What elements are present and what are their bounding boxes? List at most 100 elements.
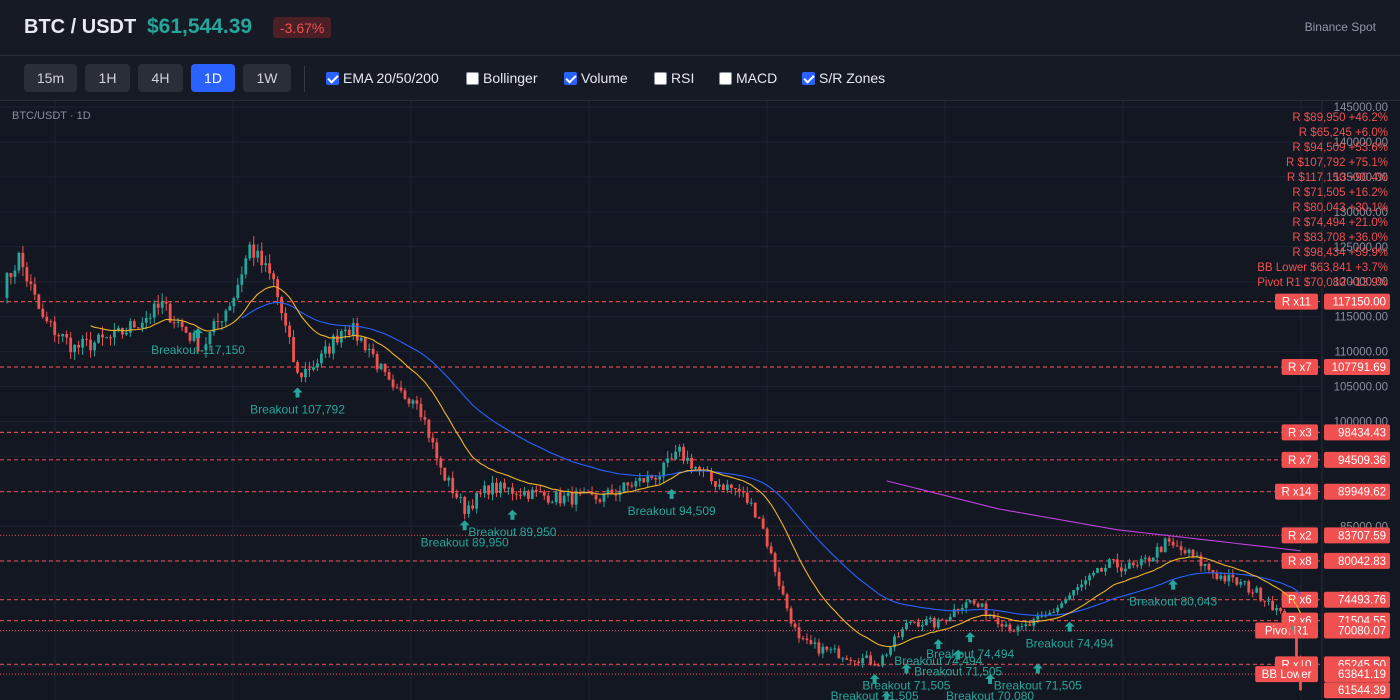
checkbox-icon[interactable] (564, 72, 577, 85)
candle-body (570, 492, 574, 505)
candle-body (897, 636, 900, 638)
checkbox-icon[interactable] (466, 72, 479, 85)
candle-body (431, 437, 435, 443)
candle-body (320, 353, 323, 364)
candle-body (1123, 568, 1127, 572)
breakout-arrow-icon (1064, 621, 1075, 632)
candle-body (351, 323, 355, 336)
timeframe-1w-button[interactable]: 1W (243, 64, 291, 92)
candle-body (264, 263, 268, 266)
candle-body (980, 603, 984, 607)
candle-body (471, 505, 475, 509)
price-axis-tick: 130000.00 (1334, 207, 1388, 219)
alert-list-item: R $65,245 +6.0% (1299, 127, 1388, 139)
sr-level-tag (1281, 424, 1318, 441)
candle-body (769, 546, 773, 554)
candle-body (1155, 547, 1159, 558)
toggle-bollinger[interactable]: Bollinger (466, 70, 537, 88)
candle-body (387, 372, 391, 380)
breakout-arrow-icon (459, 520, 470, 531)
timeframe-1d-button[interactable]: 1D (191, 64, 235, 92)
candle-body (797, 627, 801, 639)
candle-body (29, 281, 33, 285)
candle-body (602, 493, 606, 502)
candle-body (594, 494, 598, 500)
candle-body (244, 258, 248, 275)
candle-body (574, 493, 578, 505)
candle-body (1231, 574, 1235, 578)
breakout-arrow-icon (869, 674, 880, 685)
checkbox-icon[interactable] (654, 72, 667, 85)
candle-body (1255, 587, 1259, 593)
toggle-volume[interactable]: Volume (564, 70, 628, 88)
toggle-sr-zones[interactable]: S/R Zones (802, 70, 885, 88)
candle-body (1267, 600, 1271, 602)
price-axis-tick: 135000.00 (1334, 172, 1388, 184)
candle-body (327, 346, 331, 354)
price-chart[interactable]: R x11 R x7 R x3 R x7 R x14 R x2 R x8 R x6 R x6 Pi… (0, 101, 1400, 700)
candle-body (1275, 607, 1278, 611)
toggle-macd[interactable]: MACD (719, 70, 777, 88)
price-axis-tick: 105000.00 (1334, 382, 1388, 394)
checkbox-icon[interactable] (802, 72, 815, 85)
breakout-arrow-icon (507, 509, 518, 520)
candle-body (1028, 624, 1032, 626)
candle-body (773, 553, 777, 572)
breakout-label: Breakout 117,150 (151, 343, 245, 357)
candle-body (1112, 559, 1115, 561)
toggle-ema[interactable]: EMA 20/50/200 (326, 70, 439, 88)
candle-body (801, 638, 805, 640)
candle-body (236, 284, 240, 299)
candle-body (614, 494, 618, 496)
breakout-label: Breakout 74,494 (926, 647, 1014, 661)
candle-body (1104, 567, 1107, 572)
candle-body (817, 642, 821, 654)
candle-body (200, 350, 204, 352)
candle-body (323, 346, 327, 354)
candle-body (1227, 574, 1231, 582)
candle-body (1100, 568, 1103, 572)
checkbox-icon[interactable] (326, 72, 339, 85)
candle-body (873, 663, 877, 666)
candle-body (909, 621, 912, 623)
candle-body (670, 458, 674, 460)
candle-body (343, 329, 347, 332)
candle-body (1207, 563, 1211, 571)
candle-body (825, 646, 829, 650)
candle-body (638, 478, 642, 482)
candle-body (188, 332, 192, 341)
timeframe-15m-button[interactable]: 15m (24, 64, 77, 92)
candle-body (789, 608, 793, 624)
sr-level-tag (1255, 666, 1318, 683)
candle-body (952, 608, 956, 617)
alert-list-item: R $74,494 +21.0% (1292, 217, 1388, 229)
candle-body (439, 458, 443, 468)
candle-body (694, 466, 697, 469)
timeframe-4h-button[interactable]: 4H (138, 64, 183, 92)
candle-body (391, 379, 395, 388)
candle-body (964, 602, 968, 608)
checkbox-icon[interactable] (719, 72, 732, 85)
timeframe-1h-button[interactable]: 1H (85, 64, 130, 92)
sr-level-tag (1275, 293, 1318, 310)
candle-body (491, 482, 494, 495)
price-axis-level-value: 98434.43 (1338, 427, 1386, 439)
candle-body (152, 303, 156, 318)
candle-body (793, 623, 797, 628)
breakout-arrow-icon (933, 639, 944, 650)
candle-body (932, 617, 936, 628)
breakout-arrow-icon (901, 663, 912, 674)
candle-body (725, 484, 729, 491)
sr-level-tag-label: R x7 (1288, 362, 1312, 374)
candle-body (503, 482, 506, 489)
candle-body (367, 348, 371, 351)
candle-body (240, 274, 244, 285)
candle-body (558, 491, 562, 504)
toolbar-divider (304, 66, 305, 92)
candle-body (284, 313, 287, 326)
candle-body (1020, 626, 1024, 628)
candle-body (522, 491, 526, 496)
toggle-rsi[interactable]: RSI (654, 70, 694, 88)
candle-body (164, 302, 168, 304)
